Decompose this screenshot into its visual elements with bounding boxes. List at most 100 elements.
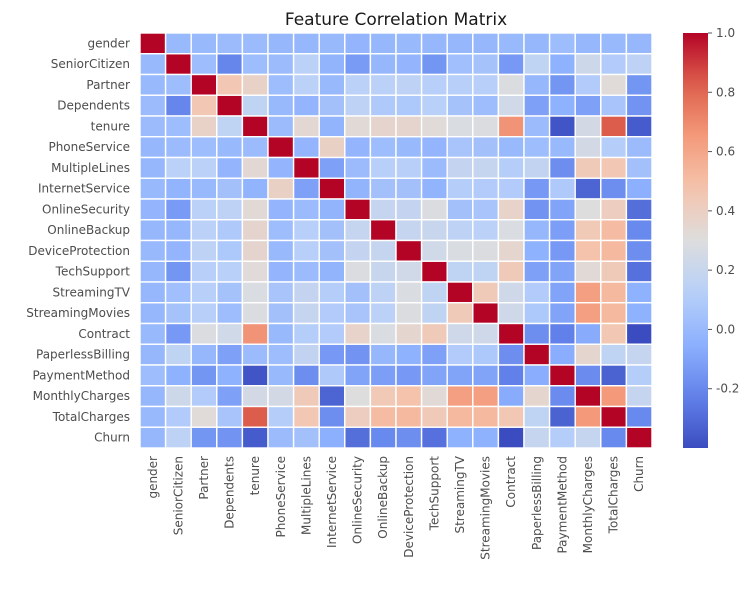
heatmap-cell [625,198,653,221]
heatmap-cell [292,364,320,387]
heatmap-cell [164,156,192,179]
heatmap-cell [446,260,474,283]
heatmap-cell [369,426,397,449]
heatmap-cell [548,426,576,449]
heatmap-cell [446,322,474,345]
heatmap-cell [472,405,500,428]
heatmap-cell [216,364,244,387]
y-tick-label: PhoneService [48,140,130,154]
heatmap-cell [472,364,500,387]
heatmap-cell [216,115,244,138]
heatmap-cell [574,405,602,428]
x-tick-label: Partner [197,456,211,500]
heatmap-cell [625,322,653,345]
heatmap-cell [497,385,525,408]
heatmap-cell [216,53,244,76]
y-tick-label: SeniorCitizen [51,57,130,71]
heatmap-cell [446,156,474,179]
heatmap-cell [241,364,269,387]
heatmap-cell [420,281,448,304]
heatmap-cell [574,198,602,221]
heatmap-cell [548,136,576,159]
heatmap-cell [318,322,346,345]
heatmap-cell [292,177,320,200]
heatmap-cell [292,198,320,221]
heatmap-cell [318,239,346,262]
heatmap-cell [523,136,551,159]
heatmap-cell [497,177,525,200]
heatmap-cell [574,302,602,325]
heatmap-cell [344,73,372,96]
heatmap-cell [420,385,448,408]
y-tick-label: InternetService [38,182,130,196]
heatmap-cell [369,281,397,304]
heatmap-cell [164,239,192,262]
heatmap-cell [523,385,551,408]
heatmap-cell [446,115,474,138]
heatmap-cell [420,177,448,200]
heatmap-cell [190,405,218,428]
heatmap-cell [395,32,423,55]
heatmap-cell [216,32,244,55]
heatmap-cell [216,302,244,325]
heatmap-cell [216,198,244,221]
heatmap-cell [344,156,372,179]
heatmap-cell [446,177,474,200]
heatmap-cell [318,73,346,96]
heatmap-cell [600,426,628,449]
heatmap-cell [446,219,474,242]
heatmap-cell [318,115,346,138]
heatmap-cell [216,385,244,408]
heatmap-cell [139,302,167,325]
heatmap-cell [318,426,346,449]
heatmap-cell [139,364,167,387]
heatmap-cell [395,156,423,179]
y-tick-label: StreamingTV [52,285,130,299]
heatmap-cell [139,239,167,262]
heatmap-cell [318,32,346,55]
heatmap-cell [548,198,576,221]
heatmap-cell [344,53,372,76]
heatmap-cell [318,198,346,221]
heatmap-cell [395,405,423,428]
heatmap-cell [190,281,218,304]
heatmap-cell [574,156,602,179]
heatmap-cell [292,115,320,138]
heatmap-cell [395,73,423,96]
heatmap-cell [600,219,628,242]
heatmap-cell [369,260,397,283]
heatmap-cell [600,198,628,221]
heatmap-cell [574,136,602,159]
heatmap-cell [548,32,576,55]
heatmap-cell [318,364,346,387]
colorbar-tick-label: 0.6 [716,145,735,159]
heatmap-cell [395,239,423,262]
heatmap-cell [446,302,474,325]
y-tick-label: TotalCharges [52,410,130,424]
heatmap-cell [241,281,269,304]
heatmap-cell [164,322,192,345]
x-tick-label: Dependents [223,456,237,529]
heatmap-cell [472,385,500,408]
colorbar-tick-label: 1.0 [716,26,735,40]
heatmap-cell [344,364,372,387]
heatmap-cell [241,94,269,117]
heatmap-cell [574,281,602,304]
y-tick-label: OnlineSecurity [42,202,130,216]
heatmap-cell [472,260,500,283]
heatmap-cell [216,322,244,345]
heatmap-cell [267,364,295,387]
heatmap-cell [267,115,295,138]
heatmap-cell [548,219,576,242]
heatmap-cell [190,239,218,262]
heatmap-cell [369,302,397,325]
heatmap-cell [164,364,192,387]
y-tick-label: Churn [94,431,130,445]
heatmap-cell [369,53,397,76]
y-tick-label: MonthlyCharges [33,389,130,403]
heatmap-cell [446,343,474,366]
heatmap-cell [395,94,423,117]
heatmap-cell [548,385,576,408]
heatmap-cell [267,198,295,221]
heatmap-cell [420,32,448,55]
